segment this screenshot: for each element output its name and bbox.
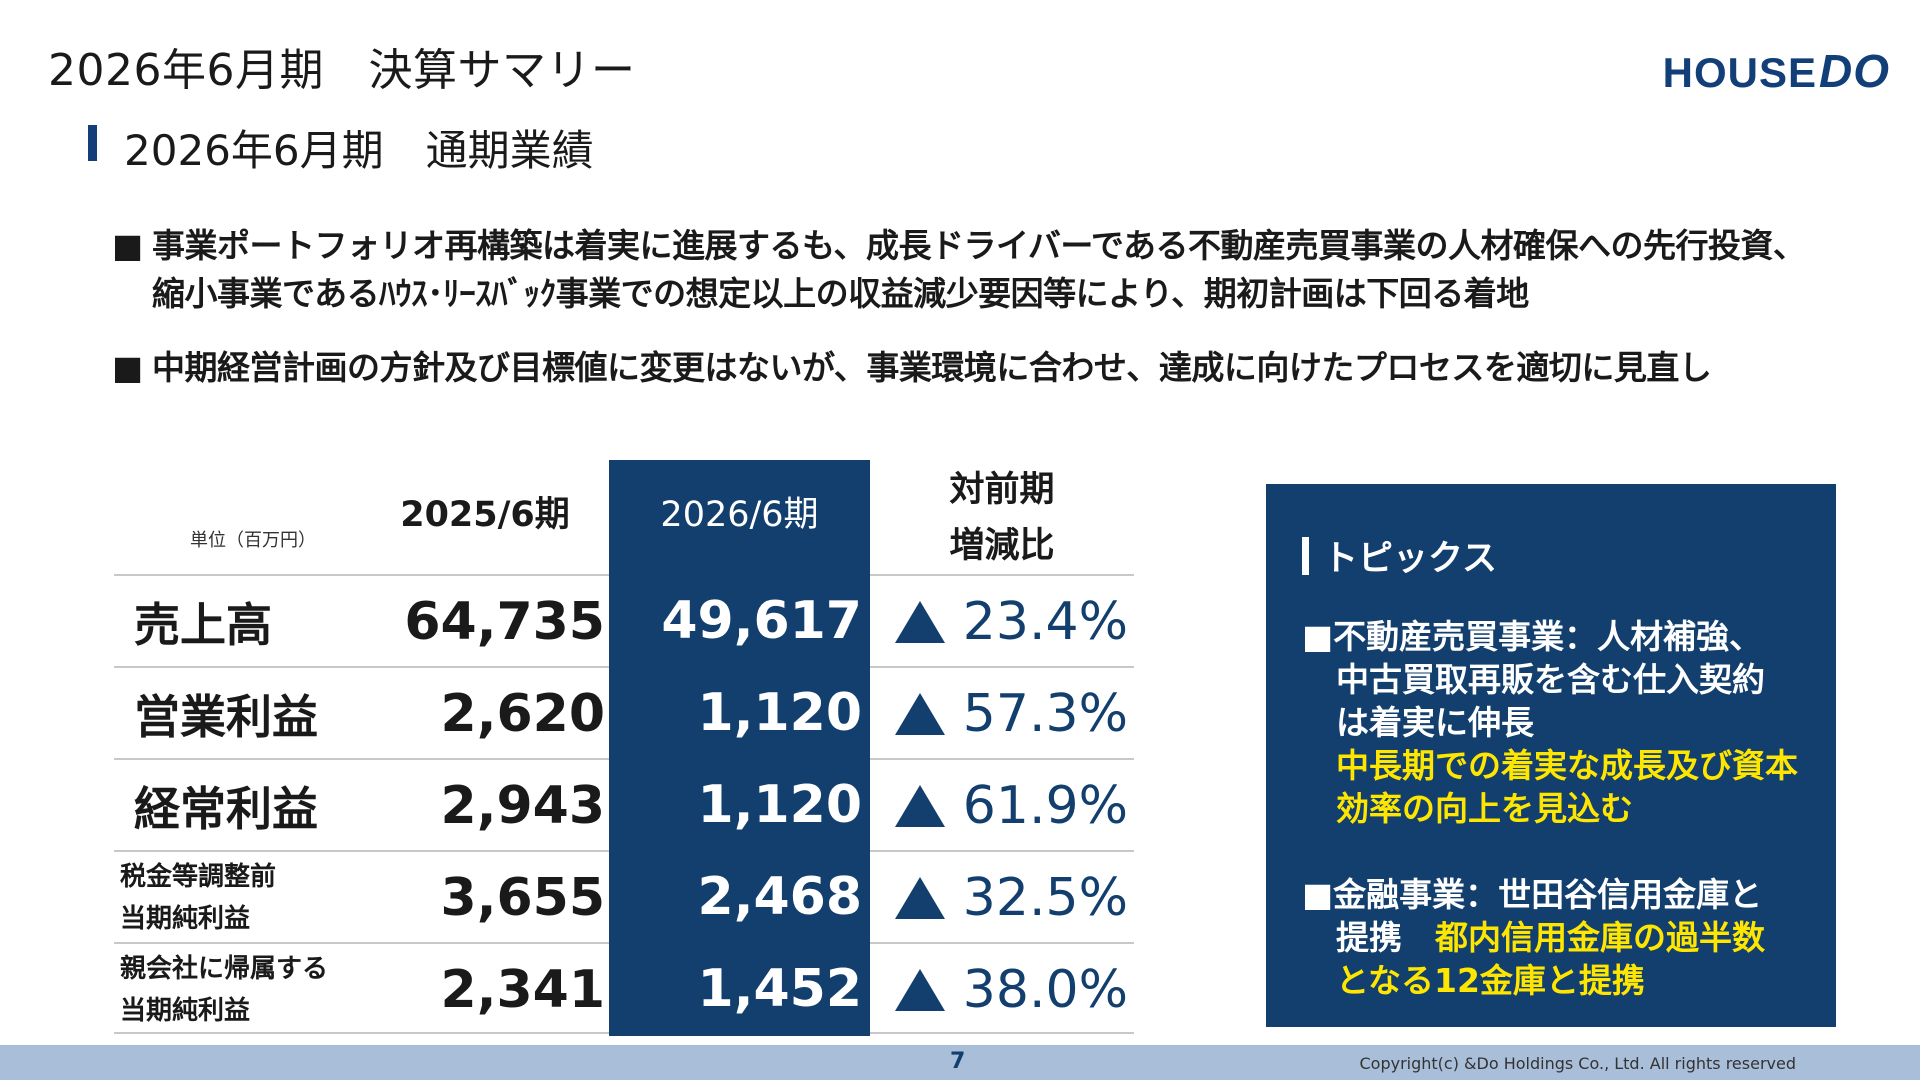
row-label: 税金等調整前 当期純利益 xyxy=(120,862,277,934)
topic-highlight: 効率の向上を見込む xyxy=(1336,789,1633,828)
decrease-triangle-icon xyxy=(894,877,945,919)
row-label: 経常利益 xyxy=(134,782,318,836)
row-label: 営業利益 xyxy=(134,690,318,744)
company-logo: HOUSEDO xyxy=(1663,44,1890,98)
table-row: 売上高 64,735 49,617 23.4% xyxy=(114,574,1134,668)
change-percent: 32.5% xyxy=(962,868,1128,928)
change-percent: 23.4% xyxy=(962,592,1128,652)
column-header-change-line2: 増減比 xyxy=(949,526,1055,566)
prev-value: 3,655 xyxy=(440,868,605,928)
prev-value: 2,943 xyxy=(440,776,605,836)
current-column-header-bg xyxy=(609,460,870,574)
decrease-triangle-icon xyxy=(894,601,945,643)
current-value: 2,468 xyxy=(609,850,870,944)
column-header-current: 2026/6期 xyxy=(660,495,819,535)
page-number: 7 xyxy=(950,1049,966,1074)
change-value: 38.0% xyxy=(870,944,1134,1036)
topic-item: ■金融事業：世田谷信用金庫と 提携 都内信用金庫の過半数 となる12金庫と提携 xyxy=(1302,873,1836,1002)
change-value: 61.9% xyxy=(870,760,1134,852)
bullet-marker: ■ xyxy=(112,348,143,387)
bullet-item: ■ 中期経営計画の方針及び目標値に変更はないが、事業環境に合わせ、達成に向けたプ… xyxy=(112,344,1832,392)
topic-highlight: となる12金庫と提携 xyxy=(1336,961,1645,1000)
decrease-triangle-icon xyxy=(894,693,945,735)
current-value: 1,452 xyxy=(609,942,870,1036)
page-title: 2026年6月期 決算サマリー xyxy=(48,45,636,96)
topics-panel: トピックス ■不動産売買事業：人材補強、 中古買取再販を含む仕入契約 は着実に伸… xyxy=(1266,484,1836,1027)
prev-value: 2,341 xyxy=(440,960,605,1020)
bullet-line: 中期経営計画の方針及び目標値に変更はないが、事業環境に合わせ、達成に向けたプロセ… xyxy=(152,348,1712,387)
change-percent: 38.0% xyxy=(962,960,1128,1020)
column-header-change: 対前期 増減比 xyxy=(870,462,1134,574)
copyright: Copyright(c) &Do Holdings Co., Ltd. All … xyxy=(1359,1054,1797,1073)
decrease-triangle-icon xyxy=(894,785,945,827)
current-value: 1,120 xyxy=(609,758,870,852)
section-marker xyxy=(88,125,97,161)
topics-title: トピックス xyxy=(1323,539,1497,579)
topic-item: ■不動産売買事業：人材補強、 中古買取再販を含む仕入契約 は着実に伸長 中長期で… xyxy=(1302,615,1836,830)
topics-header: トピックス xyxy=(1302,530,1836,581)
bullet-item: ■ 事業ポートフォリオ再構築は着実に進展するも、成長ドライバーである不動産売買事… xyxy=(112,222,1832,318)
logo-house: HOUSE xyxy=(1662,49,1817,96)
decrease-triangle-icon xyxy=(894,969,945,1011)
change-value: 32.5% xyxy=(870,852,1134,944)
bullet-line: 事業ポートフォリオ再構築は着実に進展するも、成長ドライバーである不動産売買事業の… xyxy=(152,226,1806,265)
logo-do: DO xyxy=(1819,45,1890,97)
table-row: 営業利益 2,620 1,120 57.3% xyxy=(114,666,1134,760)
table-row: 経常利益 2,943 1,120 61.9% xyxy=(114,758,1134,852)
row-label: 売上高 xyxy=(134,598,272,652)
summary-bullets: ■ 事業ポートフォリオ再構築は着実に進展するも、成長ドライバーである不動産売買事… xyxy=(112,222,1832,418)
current-value: 1,120 xyxy=(609,666,870,760)
table-row: 親会社に帰属する 当期純利益 2,341 1,452 38.0% xyxy=(114,942,1134,1036)
change-percent: 61.9% xyxy=(962,776,1128,836)
table-row: 税金等調整前 当期純利益 3,655 2,468 32.5% xyxy=(114,850,1134,944)
change-value: 57.3% xyxy=(870,668,1134,760)
row-label: 親会社に帰属する 当期純利益 xyxy=(120,954,329,1026)
prev-value: 2,620 xyxy=(440,684,605,744)
column-header-change-line1: 対前期 xyxy=(949,470,1055,510)
change-percent: 57.3% xyxy=(962,684,1128,744)
column-header-prev: 2025/6期 xyxy=(400,495,570,535)
bullet-marker: ■ xyxy=(112,226,143,265)
bullet-line: 縮小事業であるﾊｳｽ･ﾘｰｽﾊﾞｯｸ事業での想定以上の収益減少要因等により、期初… xyxy=(152,274,1529,313)
results-table: 売上高 64,735 49,617 23.4% 営業利益 2,620 1,120… xyxy=(114,574,1134,1036)
unit-label: 単位（百万円） xyxy=(190,530,316,551)
topic-highlight: 中長期での着実な成長及び資本 xyxy=(1336,746,1798,785)
prev-value: 64,735 xyxy=(404,592,605,652)
topic-highlight: 都内信用金庫の過半数 xyxy=(1435,918,1765,957)
topics-marker xyxy=(1302,536,1309,575)
current-value: 49,617 xyxy=(609,574,870,668)
footer-bar: 7 Copyright(c) &Do Holdings Co., Ltd. Al… xyxy=(0,1045,1920,1080)
change-value: 23.4% xyxy=(870,576,1134,668)
section-title: 2026年6月期 通期業績 xyxy=(124,126,594,175)
